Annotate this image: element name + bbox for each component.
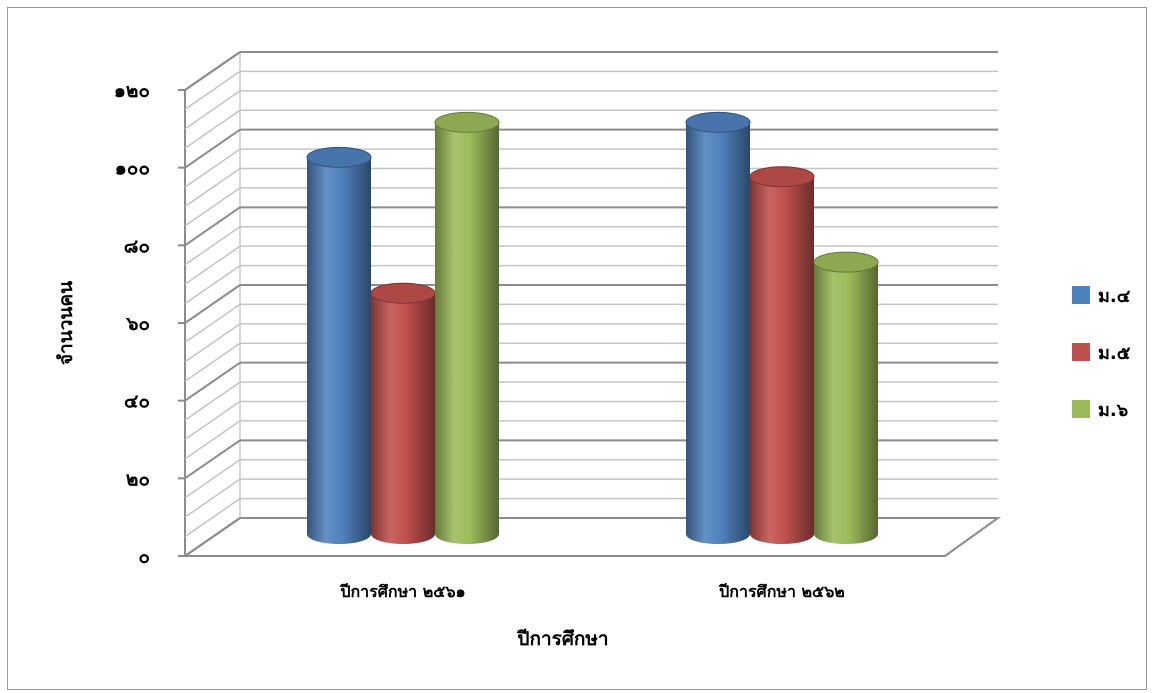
y-tick-label: ๒๐: [126, 468, 150, 490]
bar-top: [749, 166, 815, 188]
legend-label: ม.๖: [1098, 400, 1128, 421]
gridline-side: [184, 323, 241, 363]
gridline-side: [184, 284, 241, 324]
gridline-side: [184, 206, 241, 247]
gridline-side: [184, 148, 241, 188]
bar-top: [813, 251, 879, 273]
x-axis-labels: ปีการศึกษา ๒๕๖๑ ปีการศึกษา ๒๕๖๒: [339, 582, 845, 601]
gridline-side: [184, 51, 241, 91]
legend-swatch: [1072, 400, 1090, 418]
gridline-side: [184, 264, 241, 305]
bar: [813, 251, 879, 544]
bar-body: [307, 157, 371, 545]
y-tick-label: ๖๐: [125, 313, 150, 335]
legend-item: ม.๔: [1072, 286, 1131, 307]
bar-body: [435, 122, 499, 544]
gridline-side: [184, 245, 241, 285]
bar: [370, 282, 436, 544]
gridline-side: [184, 70, 241, 111]
legend-item: ม.๖: [1072, 400, 1128, 421]
y-tick-label: ๐: [138, 546, 150, 568]
gridline-side: [184, 187, 241, 227]
bar: [749, 166, 815, 544]
gridline-side: [184, 497, 241, 538]
gridline-side: [184, 459, 241, 499]
bar: [306, 146, 372, 545]
gridline-side: [184, 167, 241, 208]
gridline-side: [184, 109, 241, 149]
y-axis-ticks: ๐ ๒๐ ๔๐ ๖๐ ๘๐ ๑๐๐ ๑๒๐: [114, 80, 185, 568]
gridline-side: [184, 342, 241, 382]
gridline-side: [184, 303, 241, 344]
gridline-side: [184, 90, 241, 130]
y-tick-label: ๑๒๐: [114, 80, 150, 102]
gridline-side: [184, 226, 241, 266]
chart-legend: ม.๔ม.๕ม.๖: [1072, 286, 1131, 421]
gridline-side: [184, 381, 241, 421]
bar-top: [685, 111, 751, 133]
x-axis-title: ปีการศึกษา: [517, 628, 609, 650]
y-axis-title: จำนวนคน: [55, 281, 77, 365]
bar-top: [434, 111, 500, 133]
bar-top: [306, 146, 372, 168]
bar-body: [750, 176, 814, 544]
bar-top: [370, 282, 436, 304]
bar: [685, 111, 751, 544]
gridline-side: [184, 128, 241, 169]
gridline-side: [184, 439, 241, 480]
bar-body: [686, 122, 750, 544]
y-tick-label: ๑๐๐: [115, 158, 150, 180]
bar-body: [814, 262, 878, 544]
x-category-label: ปีการศึกษา ๒๕๖๑: [339, 582, 466, 601]
legend-label: ม.๔: [1098, 286, 1131, 307]
gridline-side: [184, 478, 241, 518]
y-tick-label: ๔๐: [124, 391, 150, 413]
bar: [434, 111, 500, 544]
legend-swatch: [1072, 286, 1090, 304]
legend-label: ม.๕: [1098, 343, 1131, 364]
bar-body: [371, 293, 435, 544]
legend-item: ม.๕: [1072, 343, 1131, 364]
gridline-side: [184, 361, 241, 402]
gridline-side: [184, 517, 241, 557]
x-category-label: ปีการศึกษา ๒๕๖๒: [718, 582, 845, 601]
gridline-side: [184, 420, 241, 460]
legend-swatch: [1072, 343, 1090, 361]
gridline-side: [184, 400, 241, 441]
y-tick-label: ๘๐: [124, 235, 150, 257]
chart-bars: [306, 111, 879, 545]
